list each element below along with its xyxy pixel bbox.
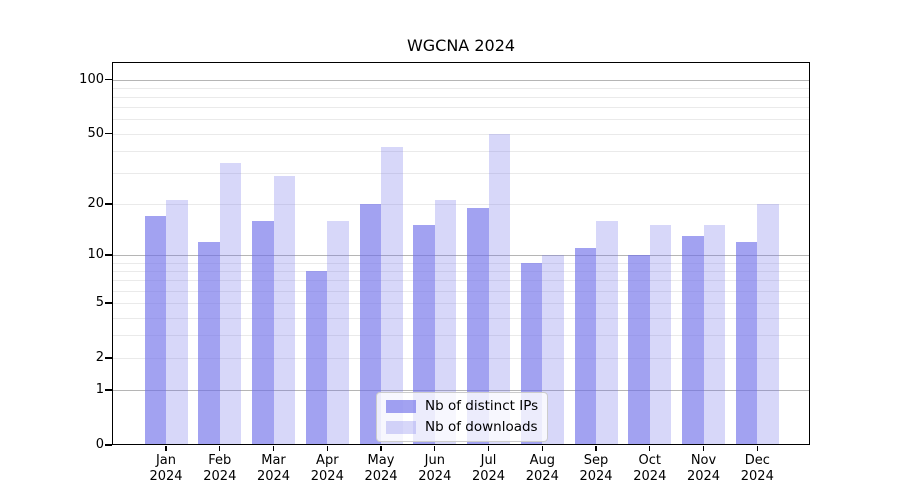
x-tick-label-may: May 2024 [364,453,398,484]
gridline-minor-5 [112,303,810,305]
x-tick-label-oct: Oct 2024 [633,453,667,484]
y-tick-label-5: 5 [95,295,104,311]
y-tick-label-100: 100 [79,71,104,87]
gridline-major-10 [112,255,810,257]
gridline-minor-9 [112,262,810,264]
bar-ips-mar [252,220,274,445]
gridline-minor-6 [112,290,810,292]
gridline-minor-50 [112,133,810,135]
bar-downloads-dec [757,203,779,445]
bar-downloads-may [381,147,403,445]
gridline-minor-2 [112,358,810,359]
gridline-minor-70 [112,107,810,109]
x-tick-label-feb: Feb 2024 [203,453,237,484]
bar-downloads-mar [273,175,295,445]
gridline-minor-20 [112,203,810,205]
y-tick-mark-20 [105,203,112,205]
x-tick-mark-mar [272,446,275,451]
y-tick-label-2: 2 [95,350,104,365]
gridline-minor-80 [112,97,810,98]
bar-ips-jan [144,216,166,445]
gridline-minor-90 [112,87,810,89]
legend-label-downloads: Nb of downloads [425,419,538,435]
y-tick-label-10: 10 [87,247,104,263]
bar-ips-oct [628,255,650,445]
x-tick-label-jul: Jul 2024 [471,453,506,484]
bar-downloads-sep [596,220,618,445]
bar-downloads-feb [219,163,242,445]
x-tick-label-nov: Nov 2024 [686,453,721,484]
bar-ips-dec [735,241,758,445]
x-tick-label-dec: Dec 2024 [740,453,774,484]
x-tick-mark-oct [649,446,651,451]
x-tick-mark-jul [487,446,490,451]
x-tick-mark-nov [702,446,705,451]
bar-ips-feb [198,241,220,445]
gridline-major-100 [112,79,810,81]
y-tick-mark-1 [105,389,112,391]
gridline-minor-40 [112,150,810,152]
bar-ips-apr [305,271,328,445]
gridline-minor-30 [112,173,810,175]
gridline-major-1 [112,390,810,392]
bar-ips-may [359,203,381,445]
bar-downloads-jul [488,133,510,445]
bar-downloads-apr [327,220,349,445]
bar-ips-jun [413,225,435,445]
x-tick-label-sep: Sep 2024 [579,453,613,484]
legend-item-downloads: Nb of downloads [386,419,538,436]
y-tick-mark-2 [105,357,112,359]
y-tick-mark-5 [105,302,112,304]
x-tick-mark-aug [541,446,543,451]
plot-area: Nb of distinct IPs Nb of downloads [112,62,810,445]
y-tick-label-20: 20 [87,195,104,211]
y-tick-mark-10 [105,254,112,256]
x-tick-label-apr: Apr 2024 [310,453,344,484]
legend-swatch-downloads [386,421,416,434]
x-tick-label-aug: Aug 2024 [525,453,559,484]
gridline-minor-4 [112,317,810,319]
x-tick-label-jan: Jan 2024 [149,453,183,484]
bar-ips-sep [574,248,596,445]
x-tick-label-jun: Jun 2024 [418,453,452,484]
legend-label-distinct-ips: Nb of distinct IPs [425,398,539,414]
x-tick-mark-feb [219,446,221,451]
bar-ips-jul [467,207,489,445]
legend-swatch-distinct-ips [386,400,416,413]
x-tick-mark-jun [434,446,436,451]
bar-ips-nov [682,236,704,445]
x-tick-mark-jan [165,446,167,451]
legend-item-distinct-ips: Nb of distinct IPs [386,398,538,415]
y-tick-label-50: 50 [87,125,104,141]
gridline-minor-7 [112,280,810,282]
y-tick-label-0: 0 [95,437,104,452]
bar-downloads-jan [166,200,188,445]
y-tick-label-1: 1 [95,382,104,398]
y-tick-mark-0 [105,444,112,446]
bar-downloads-nov [703,225,725,445]
gridline-minor-60 [112,119,810,121]
gridline-minor-3 [112,335,810,337]
y-tick-mark-100 [105,78,112,81]
x-tick-mark-dec [756,446,758,451]
y-tick-mark-50 [105,132,112,135]
legend: Nb of distinct IPs Nb of downloads [376,392,549,442]
bar-downloads-oct [649,225,672,445]
gridline-minor-8 [112,271,810,272]
bar-downloads-jun [434,200,457,445]
x-tick-mark-may [380,446,382,451]
x-tick-mark-sep [595,446,597,451]
x-tick-label-mar: Mar 2024 [256,453,291,484]
chart-title: WGCNA 2024 [406,36,516,55]
x-tick-mark-apr [326,446,328,451]
